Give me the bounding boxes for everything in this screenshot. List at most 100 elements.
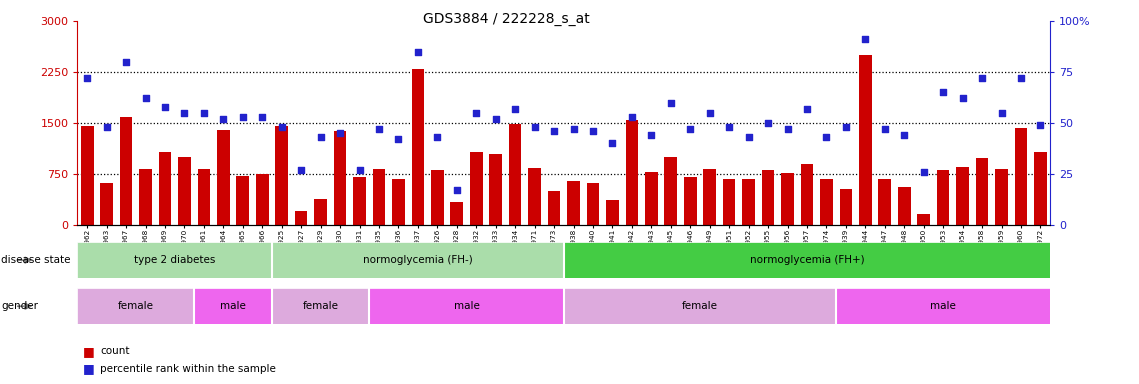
- Text: normoglycemia (FH-): normoglycemia (FH-): [363, 255, 473, 265]
- Point: [857, 36, 875, 43]
- Bar: [1034, 152, 1047, 225]
- Bar: [564, 242, 1050, 278]
- Bar: [917, 215, 931, 225]
- Bar: [353, 177, 366, 225]
- Point: [272, 124, 290, 130]
- Bar: [470, 152, 483, 225]
- Text: male: male: [931, 301, 956, 311]
- Point: [915, 169, 933, 175]
- Bar: [77, 242, 272, 278]
- Point: [214, 116, 232, 122]
- Point: [370, 126, 388, 132]
- Bar: [859, 55, 871, 225]
- Text: female: female: [682, 301, 718, 311]
- Point: [759, 120, 777, 126]
- Bar: [392, 179, 404, 225]
- Point: [233, 114, 252, 120]
- Bar: [256, 174, 269, 225]
- Bar: [490, 154, 502, 225]
- Point: [604, 140, 622, 146]
- Point: [623, 114, 641, 120]
- Text: disease state: disease state: [1, 255, 71, 265]
- Text: count: count: [100, 346, 130, 356]
- Point: [992, 110, 1010, 116]
- Bar: [743, 179, 755, 225]
- Point: [409, 49, 427, 55]
- Bar: [369, 288, 564, 324]
- Point: [448, 187, 466, 193]
- Point: [642, 132, 661, 138]
- Bar: [836, 288, 1050, 324]
- Bar: [548, 191, 560, 225]
- Point: [584, 128, 603, 134]
- Bar: [431, 170, 444, 225]
- Point: [195, 110, 213, 116]
- Point: [331, 130, 350, 136]
- Text: female: female: [303, 301, 338, 311]
- Text: ■: ■: [83, 362, 95, 375]
- Bar: [564, 288, 836, 324]
- Point: [486, 116, 505, 122]
- Bar: [762, 170, 775, 225]
- Text: type 2 diabetes: type 2 diabetes: [134, 255, 215, 265]
- Bar: [411, 69, 424, 225]
- Bar: [937, 170, 950, 225]
- Point: [117, 59, 136, 65]
- Bar: [237, 176, 249, 225]
- Bar: [957, 167, 969, 225]
- Point: [137, 95, 155, 101]
- Bar: [801, 164, 813, 225]
- Bar: [272, 242, 564, 278]
- Bar: [372, 169, 385, 225]
- Bar: [781, 173, 794, 225]
- Bar: [272, 288, 369, 324]
- Point: [292, 167, 310, 173]
- Bar: [878, 179, 891, 225]
- Bar: [995, 169, 1008, 225]
- Bar: [625, 120, 638, 225]
- Bar: [100, 182, 113, 225]
- Bar: [839, 189, 852, 225]
- Bar: [120, 118, 132, 225]
- Bar: [567, 180, 580, 225]
- Point: [565, 126, 583, 132]
- Point: [525, 124, 543, 130]
- Point: [1031, 122, 1049, 128]
- Bar: [645, 172, 657, 225]
- Text: gender: gender: [1, 301, 38, 311]
- Bar: [976, 158, 989, 225]
- Bar: [606, 200, 618, 225]
- Point: [739, 134, 757, 140]
- Point: [467, 110, 485, 116]
- Point: [156, 104, 174, 110]
- Point: [953, 95, 972, 101]
- Point: [506, 106, 524, 112]
- Point: [681, 126, 699, 132]
- Text: normoglycemia (FH+): normoglycemia (FH+): [749, 255, 865, 265]
- Point: [253, 114, 271, 120]
- Bar: [276, 126, 288, 225]
- Point: [876, 126, 894, 132]
- Bar: [451, 202, 464, 225]
- Point: [778, 126, 796, 132]
- Text: GDS3884 / 222228_s_at: GDS3884 / 222228_s_at: [424, 12, 590, 25]
- Point: [98, 124, 116, 130]
- Text: male: male: [220, 301, 246, 311]
- Point: [544, 128, 563, 134]
- Bar: [723, 179, 736, 225]
- Bar: [704, 169, 716, 225]
- Bar: [1015, 128, 1027, 225]
- Point: [798, 106, 817, 112]
- Bar: [77, 288, 194, 324]
- Point: [428, 134, 446, 140]
- Point: [818, 134, 836, 140]
- Point: [662, 99, 680, 106]
- Point: [973, 75, 991, 81]
- Bar: [334, 131, 346, 225]
- Bar: [820, 179, 833, 225]
- Bar: [587, 182, 599, 225]
- Text: male: male: [453, 301, 480, 311]
- Bar: [194, 288, 272, 324]
- Bar: [683, 177, 697, 225]
- Point: [700, 110, 719, 116]
